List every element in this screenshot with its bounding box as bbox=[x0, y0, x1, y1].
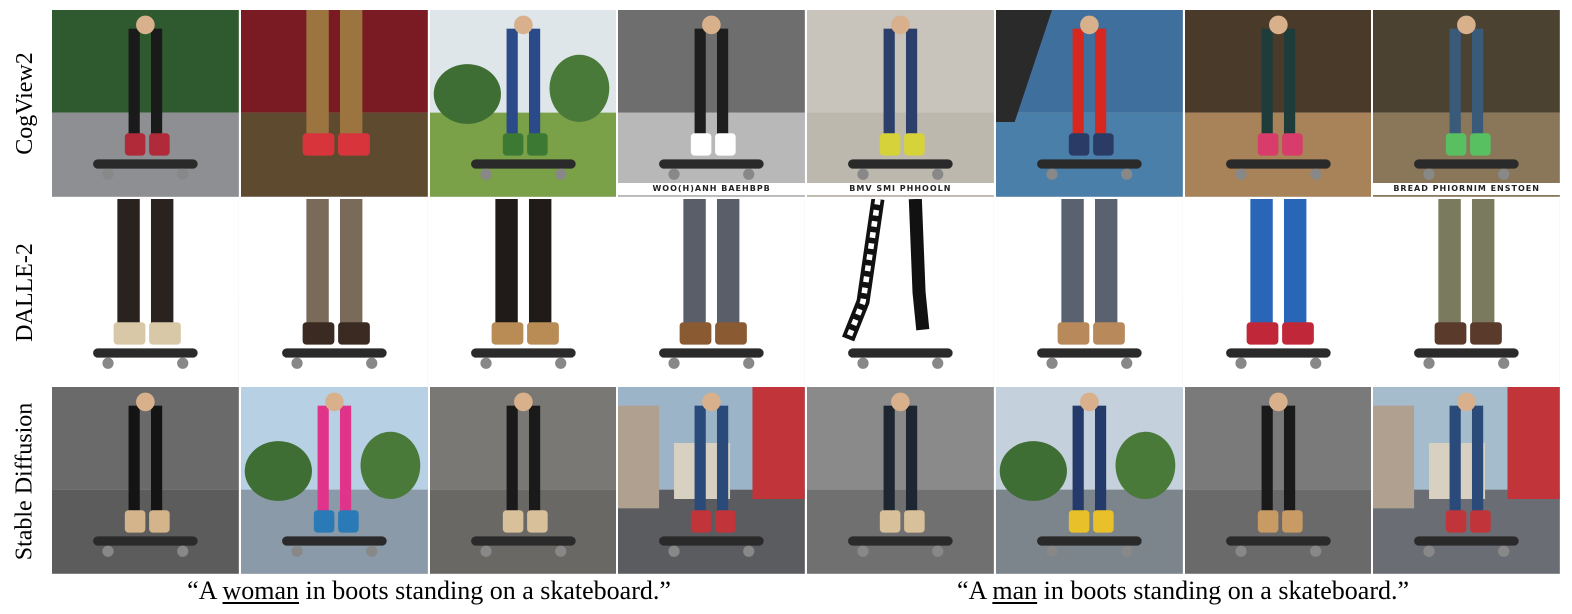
generated-image-art bbox=[995, 10, 1183, 197]
generated-image-r0-c1 bbox=[240, 10, 428, 197]
generated-image-art bbox=[240, 10, 428, 197]
generated-image-r0-c7: BREAD PHIORNIM ENSTOEN bbox=[1373, 10, 1560, 197]
generated-image-text: BMV SMI PHHOOLN bbox=[807, 182, 994, 195]
generated-image-art bbox=[618, 387, 805, 574]
generated-image-r0-c3: WOO(H)ANH BAEHBPB bbox=[618, 10, 805, 197]
row-label-cogview2: CogView2 bbox=[11, 52, 38, 155]
generated-image-text: BREAD PHIORNIM ENSTOEN bbox=[1373, 182, 1560, 195]
generated-image-r0-c5 bbox=[995, 10, 1183, 197]
generated-image-art bbox=[240, 387, 428, 574]
generated-image-r1-c5 bbox=[995, 198, 1183, 386]
generated-image-art bbox=[995, 387, 1183, 574]
generated-image-r0-c0 bbox=[52, 10, 239, 197]
generated-image-r0-c4: BMV SMI PHHOOLN bbox=[807, 10, 994, 197]
generated-image-art bbox=[807, 10, 994, 197]
generated-image-art bbox=[429, 387, 617, 574]
generated-image-r1-c7 bbox=[1373, 198, 1560, 386]
generated-image-art bbox=[240, 198, 428, 386]
generated-image-art bbox=[52, 387, 239, 574]
generated-image-r0-c2 bbox=[429, 10, 617, 197]
generated-image-art bbox=[429, 198, 617, 386]
image-grid: WOO(H)ANH BAEHBPB BMV SMI PHHOOLN BREAD PH… bbox=[52, 10, 1560, 574]
generated-image-r2-c5 bbox=[995, 387, 1183, 574]
generated-image-art bbox=[52, 198, 239, 386]
generated-image-text: WOO(H)ANH BAEHBPB bbox=[618, 182, 805, 195]
caption-man: “A man in boots standing on a skateboard… bbox=[956, 576, 1410, 605]
generated-image-art bbox=[1184, 198, 1372, 386]
generated-image-r1-c2 bbox=[429, 198, 617, 386]
generated-image-r2-c0 bbox=[52, 387, 239, 574]
generated-image-r1-c0 bbox=[52, 198, 239, 386]
row-label-dalle2: DALLE-2 bbox=[11, 243, 38, 342]
generated-image-art bbox=[618, 10, 805, 197]
generated-image-art bbox=[1373, 10, 1560, 197]
generated-image-art bbox=[1184, 387, 1372, 574]
generated-image-art bbox=[807, 198, 994, 386]
generated-image-r1-c3 bbox=[618, 198, 805, 386]
generated-image-r1-c6 bbox=[1184, 198, 1372, 386]
generated-image-art bbox=[995, 198, 1183, 386]
generated-image-r2-c4 bbox=[807, 387, 994, 574]
generated-image-r1-c1 bbox=[240, 198, 428, 386]
generated-image-r2-c3 bbox=[618, 387, 805, 574]
generated-image-r2-c6 bbox=[1184, 387, 1372, 574]
generated-image-art bbox=[1373, 198, 1560, 386]
generated-image-art bbox=[618, 198, 805, 386]
generated-image-r2-c2 bbox=[429, 387, 617, 574]
generated-image-art bbox=[1373, 387, 1560, 574]
generated-image-art bbox=[52, 10, 239, 197]
caption-woman: “A woman in boots standing on a skateboa… bbox=[187, 576, 671, 605]
row-label-stable-diffusion: Stable Diffusion bbox=[11, 402, 38, 561]
generated-image-r2-c7 bbox=[1373, 387, 1560, 574]
generated-image-r1-c4 bbox=[807, 198, 994, 386]
generated-image-art bbox=[429, 10, 617, 197]
generated-image-art bbox=[807, 387, 994, 574]
generated-image-art bbox=[1184, 10, 1372, 197]
generated-image-r2-c1 bbox=[240, 387, 428, 574]
generated-image-r0-c6 bbox=[1184, 10, 1372, 197]
